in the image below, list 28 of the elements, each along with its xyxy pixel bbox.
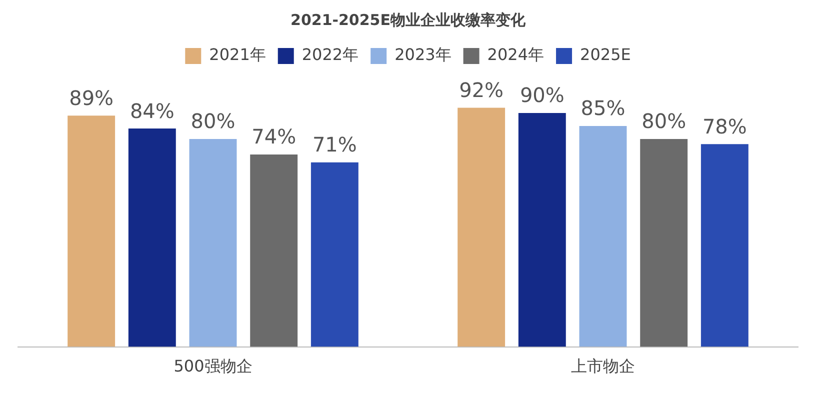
chart-title: 2021-2025E物业企业收缴率变化 [290, 10, 526, 29]
bar [128, 128, 176, 347]
legend-label: 2022年 [302, 45, 359, 64]
legend-label: 2023年 [394, 45, 452, 64]
bar [518, 112, 566, 347]
bar [458, 108, 506, 347]
bar [310, 162, 358, 347]
data-label: 80% [642, 109, 686, 134]
data-label: 71% [312, 132, 357, 157]
bar [579, 126, 627, 347]
data-label: 74% [252, 124, 296, 149]
x-tick-label: 500强物企 [174, 356, 252, 376]
bar [250, 154, 298, 347]
data-label: 80% [190, 109, 236, 134]
data-label: 85% [580, 96, 626, 120]
data-label: 90% [520, 83, 564, 108]
data-label: 78% [702, 114, 747, 138]
data-label: 92% [459, 78, 504, 102]
legend-label: 2024年 [487, 45, 544, 64]
legend-label: 2021年 [209, 45, 266, 64]
bar [189, 138, 237, 347]
x-tick-label: 上市物企 [571, 356, 635, 376]
legend-label: 2025E [580, 45, 631, 64]
data-label: 89% [69, 86, 114, 110]
bar [68, 116, 116, 347]
bar [700, 144, 748, 347]
bar [640, 138, 688, 347]
data-label: 84% [130, 98, 174, 123]
